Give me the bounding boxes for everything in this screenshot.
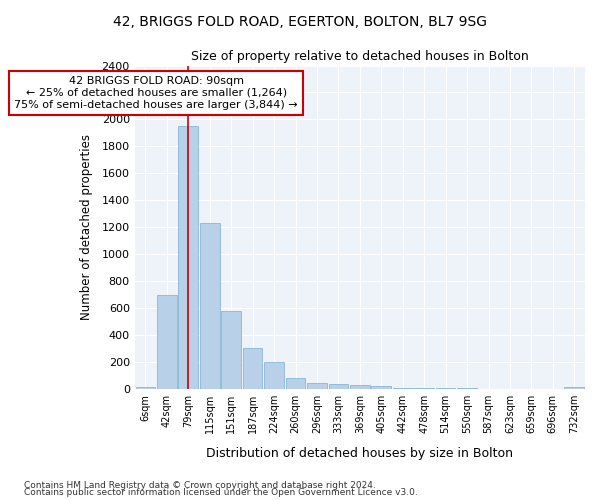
Bar — [243, 348, 262, 389]
Title: Size of property relative to detached houses in Bolton: Size of property relative to detached ho… — [191, 50, 529, 63]
Bar — [157, 294, 177, 389]
Text: 42, BRIGGS FOLD ROAD, EGERTON, BOLTON, BL7 9SG: 42, BRIGGS FOLD ROAD, EGERTON, BOLTON, B… — [113, 15, 487, 29]
Y-axis label: Number of detached properties: Number of detached properties — [80, 134, 93, 320]
Text: Contains HM Land Registry data © Crown copyright and database right 2024.: Contains HM Land Registry data © Crown c… — [24, 480, 376, 490]
X-axis label: Distribution of detached houses by size in Bolton: Distribution of detached houses by size … — [206, 447, 514, 460]
Bar — [136, 387, 155, 389]
Bar — [307, 383, 327, 389]
Bar — [371, 386, 391, 389]
Bar — [350, 385, 370, 389]
Bar — [286, 378, 305, 389]
Bar — [393, 388, 413, 389]
Bar — [415, 388, 434, 389]
Text: Contains public sector information licensed under the Open Government Licence v3: Contains public sector information licen… — [24, 488, 418, 497]
Text: 42 BRIGGS FOLD ROAD: 90sqm
← 25% of detached houses are smaller (1,264)
75% of s: 42 BRIGGS FOLD ROAD: 90sqm ← 25% of deta… — [14, 76, 298, 110]
Bar — [565, 387, 584, 389]
Bar — [436, 388, 455, 389]
Bar — [221, 310, 241, 389]
Bar — [264, 362, 284, 389]
Bar — [178, 126, 198, 389]
Bar — [329, 384, 348, 389]
Bar — [200, 223, 220, 389]
